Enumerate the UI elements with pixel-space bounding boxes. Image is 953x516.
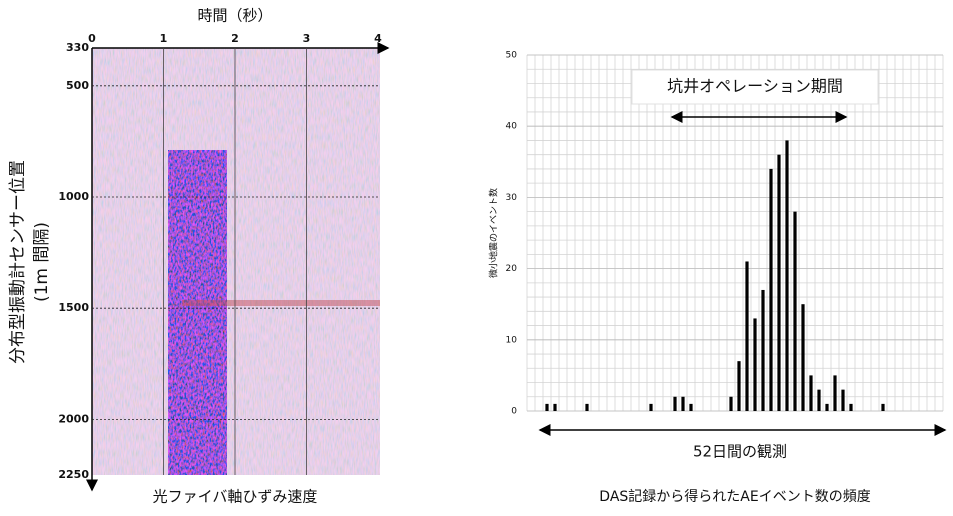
y-tick-label: 20 [506,264,518,274]
bar [729,396,733,411]
y-tick-label: 2000 [58,412,89,425]
y-tick-label: 10 [506,335,518,345]
bar [801,304,805,411]
bar [553,403,557,411]
y-tick-label: 50 [506,51,518,61]
event-signal [168,150,227,475]
y-axis-title: (1m 間隔) [32,222,52,302]
x-axis-title: 時間（秒） [197,7,272,25]
x-tick-label: 1 [160,32,168,45]
annotation-box [631,69,879,105]
bar [881,403,885,411]
y-tick-label: 0 [511,407,517,417]
y-axis-title: 微小地震のイベント数 [488,188,500,278]
bar [849,403,853,411]
bar [545,403,549,411]
y-tick-label: 30 [506,193,518,203]
event-stripe [182,300,380,306]
y-tick-label: 500 [66,79,89,92]
x-axis-title: 52日間の観測 [693,443,787,461]
image-noise [92,48,380,475]
bar [809,375,813,411]
annotation: 坑井オペレーション期間 [667,77,843,96]
x-tick-label: 2 [231,32,239,45]
bar [777,154,781,411]
bar [745,261,749,411]
bar [769,168,773,411]
y-tick-label: 1000 [58,190,89,203]
bar [689,403,693,411]
bar [825,403,829,411]
bar [793,211,797,411]
y-tick-label: 40 [506,122,518,132]
bar [585,403,589,411]
x-tick-label: 3 [303,32,311,45]
x-tick-label: 4 [374,32,382,45]
bar [649,403,653,411]
bar [681,396,685,411]
bar [833,375,837,411]
bar [817,389,821,411]
caption: 光ファイバ軸ひずみ速度 [153,488,318,506]
x-tick-label: 0 [88,32,96,45]
bar [841,389,845,411]
bar [761,289,765,411]
bar [785,140,789,411]
y-tick-label: 1500 [58,301,89,314]
caption: DAS記録から得られたAEイベント数の頻度 [599,488,870,505]
y-axis-title: 分布型振動計センサー位置 [8,160,28,364]
bar [753,318,757,411]
bar [737,361,741,411]
y-tick-label: 330 [66,41,89,54]
y-tick-label: 2250 [58,468,89,481]
bar [673,396,677,411]
